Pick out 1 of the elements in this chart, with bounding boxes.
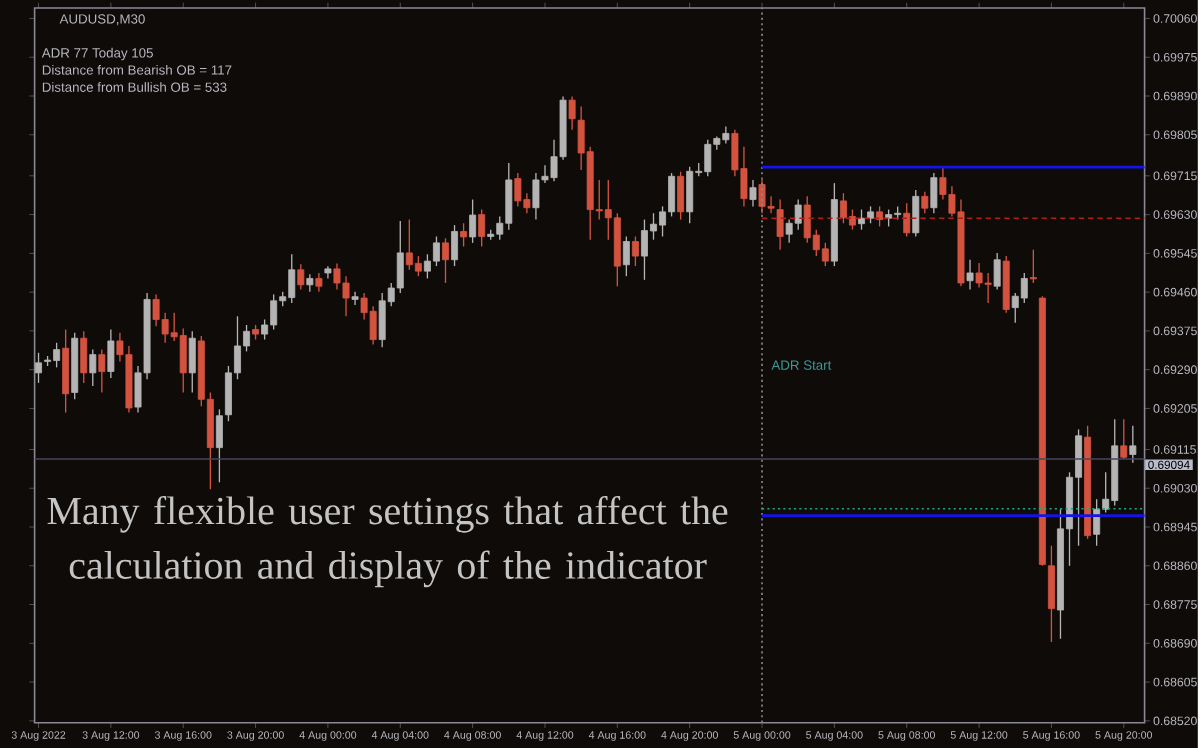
annotation: Many flexible user settings that affect the calculation and display of the indicator <box>47 495 728 587</box>
